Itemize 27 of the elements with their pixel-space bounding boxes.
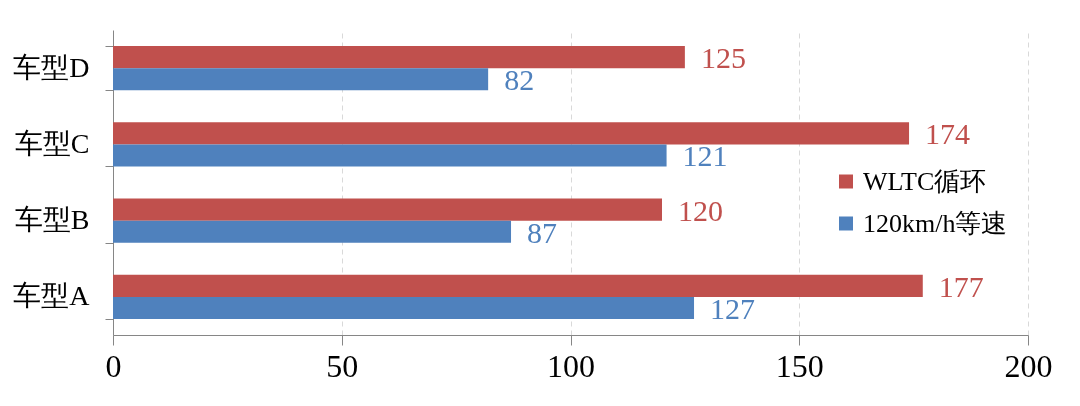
bar (113, 274, 923, 297)
x-tick-label: 200 (1004, 347, 1053, 384)
data-label: 127 (710, 291, 756, 325)
bar (113, 198, 662, 221)
x-tick-label: 0 (105, 347, 122, 384)
y-tick-label: 车型A (13, 280, 91, 312)
bar (113, 144, 667, 167)
bar (113, 296, 695, 319)
y-tick-label: 车型B (14, 204, 90, 236)
x-tick-label: 150 (775, 347, 824, 384)
legend-label: WLTC循环 (863, 166, 987, 196)
data-label: 125 (700, 41, 746, 75)
bar (113, 68, 489, 91)
legend-label: 120km/h等速 (863, 208, 1008, 238)
data-label: 121 (682, 139, 728, 173)
data-label: 82 (504, 63, 535, 97)
y-tick-label: 车型C (14, 127, 90, 159)
data-label: 120 (678, 193, 723, 227)
x-tick-label: 50 (326, 347, 359, 384)
x-tick-label: 100 (547, 347, 595, 384)
data-label: 87 (527, 215, 558, 249)
bar (113, 46, 685, 69)
y-tick-label: 车型D (13, 51, 90, 83)
bar (113, 220, 512, 243)
data-label: 174 (925, 117, 971, 151)
bar (113, 122, 910, 145)
data-label: 177 (938, 269, 984, 303)
